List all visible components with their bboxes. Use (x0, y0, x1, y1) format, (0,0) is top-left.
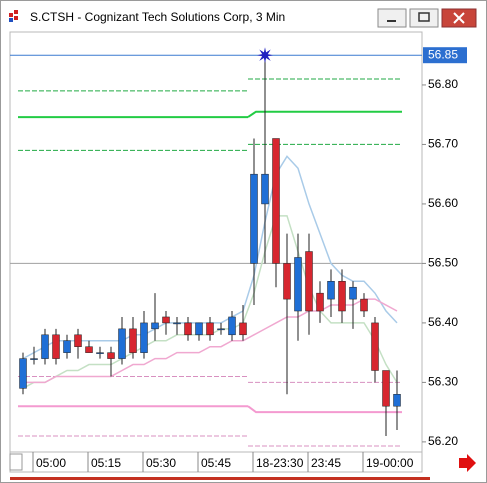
candle-body (360, 298, 368, 312)
candle-body (349, 286, 357, 300)
candle-body (19, 358, 27, 389)
candle-body (382, 370, 390, 407)
x-tick-label: 05:15 (91, 456, 121, 470)
y-tick-label: 56.30 (428, 375, 458, 389)
candle-body (261, 173, 269, 205)
window-title: S.CTSH - Cognizant Tech Solutions Corp, … (30, 10, 285, 24)
y-tick-label: 56.20 (428, 434, 458, 448)
candle-body (371, 322, 379, 371)
candle-body (96, 352, 104, 354)
candle-body (294, 257, 302, 312)
scroll-bar[interactable] (10, 477, 430, 480)
level-line (247, 405, 402, 414)
candle-body (250, 173, 258, 264)
candle-body (206, 322, 214, 336)
level-line (247, 110, 402, 118)
x-tick-label: 05:00 (36, 456, 66, 470)
app-icon (9, 10, 18, 22)
x-tick-label: 05:45 (201, 456, 231, 470)
candle-body (272, 138, 280, 264)
close-button[interactable] (441, 8, 477, 28)
candle-body (173, 322, 181, 325)
candle-body (162, 316, 170, 324)
candle-body (228, 316, 236, 336)
candle-body (217, 328, 225, 331)
candle-body (63, 340, 71, 353)
plot-area (9, 31, 423, 453)
last-price-box (423, 47, 467, 64)
y-tick-label: 56.60 (428, 196, 458, 210)
x-tick-label: 23:45 (311, 456, 341, 470)
scroll-box[interactable] (9, 453, 23, 471)
y-tick-label: 56.50 (428, 256, 458, 270)
x-tick-label: 05:30 (146, 456, 176, 470)
y-tick-label: 56.80 (428, 77, 458, 91)
candle-body (151, 322, 159, 330)
candle-body (283, 263, 291, 300)
candle-body (195, 322, 203, 336)
indicator-line (23, 298, 398, 384)
high-marker (257, 47, 273, 64)
last-price-label: 56.85 (428, 47, 458, 61)
candle-body (107, 352, 115, 359)
scroll-right-arrow[interactable] (459, 454, 476, 472)
candle-body (140, 322, 148, 353)
candle-body (305, 251, 313, 312)
candle-body (41, 334, 49, 359)
candle-body (30, 358, 38, 360)
y-tick-label: 56.40 (428, 315, 458, 329)
candle-body (338, 281, 346, 312)
candle-body (74, 334, 82, 347)
candle-body (118, 328, 126, 359)
y-tick-label: 56.70 (428, 137, 458, 151)
x-tick-label: 18-23:30 (256, 456, 304, 470)
candle-body (327, 281, 335, 300)
candle-body (184, 322, 192, 336)
minimize-button[interactable] (377, 8, 407, 28)
x-tick-label: 19-00:00 (366, 456, 414, 470)
candle-body (129, 328, 137, 353)
candle-body (393, 394, 401, 407)
candle-body (239, 322, 247, 336)
candle-body (316, 292, 324, 312)
maximize-button[interactable] (409, 8, 439, 28)
candle-body (85, 346, 93, 353)
candle-body (52, 334, 60, 359)
